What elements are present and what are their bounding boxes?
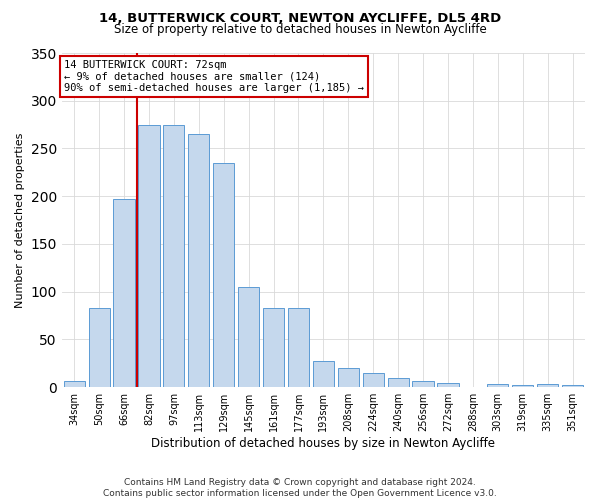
Text: Size of property relative to detached houses in Newton Aycliffe: Size of property relative to detached ho…	[113, 22, 487, 36]
Bar	[89, 308, 110, 387]
Bar	[537, 384, 558, 387]
Bar	[213, 163, 235, 387]
Bar	[163, 124, 184, 387]
Bar	[139, 124, 160, 387]
Bar	[113, 199, 134, 387]
Bar	[338, 368, 359, 387]
Bar	[238, 287, 259, 387]
X-axis label: Distribution of detached houses by size in Newton Aycliffe: Distribution of detached houses by size …	[151, 437, 496, 450]
Bar	[412, 382, 434, 387]
Bar	[487, 384, 508, 387]
Bar	[263, 308, 284, 387]
Bar	[388, 378, 409, 387]
Bar	[64, 382, 85, 387]
Bar	[362, 373, 384, 387]
Bar	[512, 385, 533, 387]
Bar	[562, 385, 583, 387]
Bar	[188, 134, 209, 387]
Text: 14 BUTTERWICK COURT: 72sqm
← 9% of detached houses are smaller (124)
90% of semi: 14 BUTTERWICK COURT: 72sqm ← 9% of detac…	[64, 60, 364, 93]
Text: Contains HM Land Registry data © Crown copyright and database right 2024.
Contai: Contains HM Land Registry data © Crown c…	[103, 478, 497, 498]
Bar	[313, 362, 334, 387]
Bar	[288, 308, 309, 387]
Y-axis label: Number of detached properties: Number of detached properties	[15, 132, 25, 308]
Text: 14, BUTTERWICK COURT, NEWTON AYCLIFFE, DL5 4RD: 14, BUTTERWICK COURT, NEWTON AYCLIFFE, D…	[99, 12, 501, 26]
Bar	[437, 384, 458, 387]
